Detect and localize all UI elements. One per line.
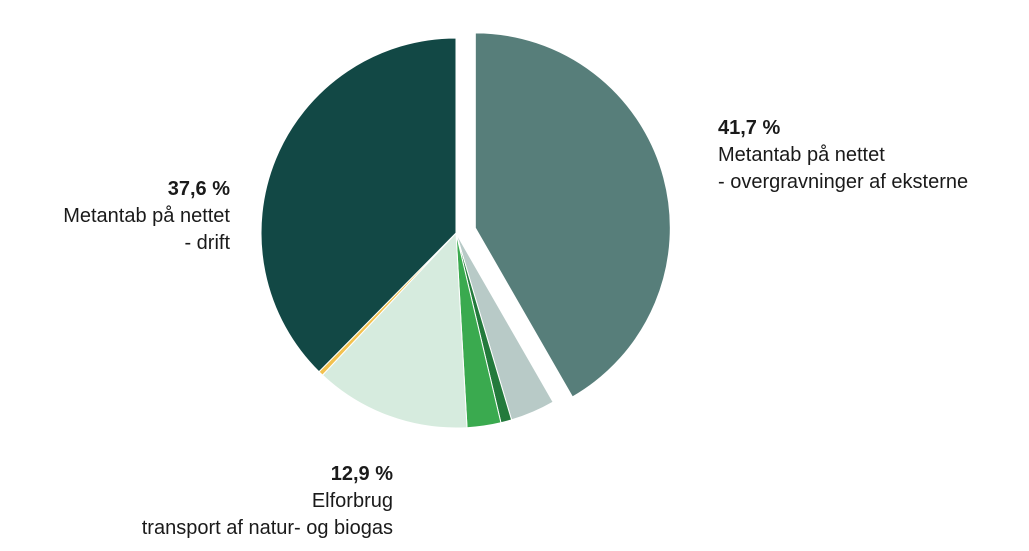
- label-drift-line1: Metantab på nettet: [63, 205, 230, 227]
- label-drift-percent: 37,6 %: [167, 178, 230, 200]
- label-drift-line2: - drift: [184, 232, 230, 254]
- label-elforbrug-percent: 12,9 %: [330, 463, 393, 485]
- label-elforbrug: 12,9 % Elforbrug transport af natur- og …: [142, 461, 393, 542]
- pie-slice-7: [260, 37, 457, 373]
- label-overgravninger: 41,7 % Metantab på nettet - overgravning…: [718, 115, 968, 196]
- label-overgravninger-percent: 41,7 %: [718, 117, 781, 139]
- pie-slice-5: [321, 231, 468, 429]
- label-overgravninger-line1: Metantab på nettet: [718, 144, 885, 166]
- label-elforbrug-line2: transport af natur- og biogas: [141, 517, 393, 539]
- label-overgravninger-line2: - overgravninger af eksterne: [718, 171, 969, 193]
- label-drift: 37,6 % Metantab på nettet - drift: [63, 176, 230, 257]
- label-elforbrug-line1: Elforbrug: [311, 490, 393, 512]
- pie-slice-1: [474, 32, 671, 398]
